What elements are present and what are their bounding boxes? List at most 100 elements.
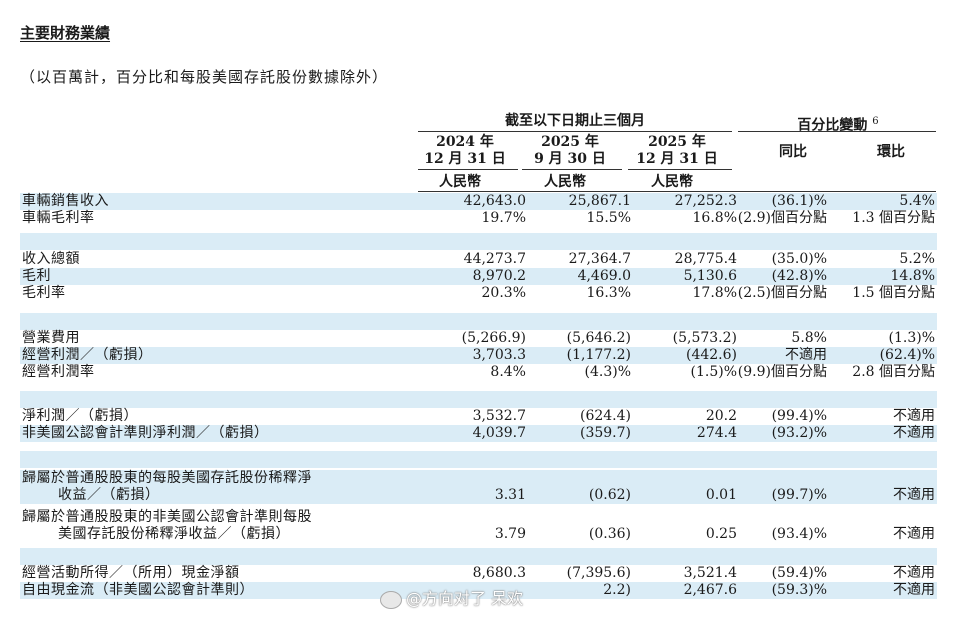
cell-c2: (359.7)	[579, 425, 631, 441]
table-row: 毛利率 20.3% 16.3% 17.8% (2.5)個百分點 1.5 個百分點	[20, 285, 937, 302]
cell-c3: 274.4	[696, 425, 737, 441]
row-label: 車輛毛利率	[22, 210, 95, 227]
row-label: 毛利率	[22, 285, 66, 302]
col2-currency: 人民幣	[544, 174, 586, 190]
cell-c1: 8,970.2	[472, 268, 526, 284]
cell-c4: (93.4)%	[771, 526, 827, 542]
weibo-logo-icon	[380, 590, 402, 609]
col2-date: 9 月 30 日	[534, 151, 606, 167]
cell-c2: (7,395.6)	[566, 565, 631, 581]
row-label-line: 淨利潤／（虧損）	[22, 408, 138, 424]
row-label: 收入總額	[22, 251, 80, 268]
cell-c5: (1.3)%	[888, 330, 936, 346]
cell-c3: 0.25	[705, 526, 737, 542]
cell-c5: 不適用	[893, 425, 935, 441]
cell-c3: 16.8%	[692, 210, 737, 226]
col2-year: 2025 年	[541, 134, 599, 150]
cell-c1: 8.4%	[490, 364, 526, 380]
cell-c3: 0.01	[705, 487, 737, 503]
cell-c4: (93.2)%	[771, 425, 827, 441]
cell-c2: (1,177.2)	[566, 347, 631, 363]
cell-c2: 4,469.0	[577, 268, 631, 284]
row-label: 車輛銷售收入	[22, 193, 109, 210]
row-label-line: 歸屬於普通股股東的每股美國存託股份稀釋淨	[22, 470, 312, 486]
row-label-line: 歸屬於普通股股東的非美國公認會計準則每股	[22, 509, 312, 525]
col3-rule	[628, 169, 732, 170]
cell-c2: (0.36)	[588, 526, 631, 542]
row-label: 歸屬於普通股股東的非美國公認會計準則每股 美國存託股份稀釋淨收益／（虧損）	[22, 509, 312, 543]
cell-c5: 不適用	[893, 582, 935, 598]
cell-c2: (5,646.2)	[566, 330, 631, 346]
cell-c2: (624.4)	[579, 408, 631, 424]
units-note: （以百萬計，百分比和每股美國存託股份數據除外）	[20, 68, 389, 86]
cell-c3: (442.6)	[685, 347, 737, 363]
table-row: 自由現金流（非美國公認會計準則） 2.2) 2,467.6 (59.3)% 不適用	[20, 582, 937, 599]
cell-c1: 3,703.3	[472, 347, 526, 363]
cell-c5: 5.4%	[899, 193, 935, 209]
cell-c4: (35.0)%	[771, 251, 827, 267]
watermark: @方向对了 呆欢	[380, 585, 523, 609]
cell-c5: (62.4)%	[879, 347, 935, 363]
row-label-line: 營業費用	[22, 330, 80, 346]
cell-c3: 28,775.4	[674, 251, 737, 267]
row-label-line: 收益／（虧損）	[58, 487, 160, 503]
cell-c1: 20.3%	[481, 285, 526, 301]
cell-c1: 3.79	[494, 526, 526, 542]
col2-rule	[522, 169, 622, 170]
period-group-rule	[418, 131, 732, 132]
cell-c5: 14.8%	[890, 268, 935, 284]
cell-c3: 20.2	[705, 408, 737, 424]
row-label: 毛利	[22, 268, 51, 285]
cell-c4: (99.7)%	[771, 487, 827, 503]
yoy-header: 同比	[779, 144, 807, 160]
table-row: 營業費用 (5,266.9) (5,646.2) (5,573.2) 5.8% (1.3)…	[20, 330, 937, 347]
cell-c5: 5.2%	[899, 251, 935, 267]
row-label-line: 毛利率	[22, 285, 66, 301]
cell-c1: 4,039.7	[472, 425, 526, 441]
table-row: 經營利潤率 8.4% (4.3)% (1.5)% (9.9)個百分點 2.8 個百分點	[20, 364, 937, 381]
col1-date: 12 月 31 日	[424, 151, 506, 167]
section-heading: 主要財務業績	[20, 24, 111, 42]
period-group-header: 截至以下日期止三個月	[505, 113, 645, 129]
cell-c5: 1.5 個百分點	[852, 285, 935, 301]
cell-c2: 15.5%	[586, 210, 631, 226]
table-row: 歸屬於普通股股東的非美國公認會計準則每股 美國存託股份稀釋淨收益／（虧損） 3.79…	[20, 509, 937, 543]
row-label: 歸屬於普通股股東的每股美國存託股份稀釋淨 收益／（虧損）	[22, 470, 312, 504]
cell-c4: (36.1)%	[771, 193, 827, 209]
table-row: 經營活動所得／（所用）現金淨額 8,680.3 (7,395.6) 3,521.4 (5…	[20, 565, 937, 582]
col3-header: 2025 年 12 月 31 日	[612, 134, 742, 168]
cell-c3: 27,252.3	[674, 193, 737, 209]
change-footnote-marker: 6	[872, 116, 879, 127]
row-label-line: 車輛毛利率	[22, 210, 95, 226]
cell-c4: (59.4)%	[771, 565, 827, 581]
cell-c1: (5,266.9)	[461, 330, 526, 346]
cell-c2: 27,364.7	[568, 251, 631, 267]
row-label-line: 自由現金流（非美國公認會計準則）	[22, 582, 254, 598]
cell-c1: 42,643.0	[463, 193, 526, 209]
col3-currency: 人民幣	[651, 174, 693, 190]
cell-c5: 不適用	[893, 487, 935, 503]
cell-c4: (42.8)%	[771, 268, 827, 284]
col1-header: 2024 年 12 月 31 日	[400, 134, 530, 168]
cell-c5: 1.3 個百分點	[852, 210, 935, 226]
cell-c4: (9.9)個百分點	[737, 364, 827, 380]
row-label-line: 經營活動所得／（所用）現金淨額	[22, 565, 240, 581]
cell-c2: 16.3%	[586, 285, 631, 301]
change-group-label: 百分比變動	[797, 117, 868, 134]
cell-c5: 不適用	[893, 565, 935, 581]
row-label-line: 收入總額	[22, 251, 80, 267]
table-row: 歸屬於普通股股東的每股美國存託股份稀釋淨 收益／（虧損） 3.31 (0.62) 0.0…	[20, 470, 937, 504]
row-label-line: 非美國公認會計準則淨利潤／（虧損）	[22, 425, 269, 441]
cell-c4: (59.3)%	[771, 582, 827, 598]
col3-year: 2025 年	[648, 134, 706, 150]
cell-c3: 17.8%	[692, 285, 737, 301]
row-label: 營業費用	[22, 330, 80, 347]
cell-c3: 3,521.4	[683, 565, 737, 581]
table-row: 經營利潤／（虧損） 3,703.3 (1,177.2) (442.6) 不適用 (62.4…	[20, 347, 937, 364]
row-label-line: 經營利潤／（虧損）	[22, 347, 153, 363]
cell-c3: (1.5)%	[690, 364, 738, 380]
cell-c2: (0.62)	[588, 487, 631, 503]
table-row: 車輛銷售收入 42,643.0 25,867.1 27,252.3 (36.1)% 5.4…	[20, 193, 937, 210]
spacer-band	[20, 548, 937, 565]
cell-c3: (5,573.2)	[672, 330, 737, 346]
